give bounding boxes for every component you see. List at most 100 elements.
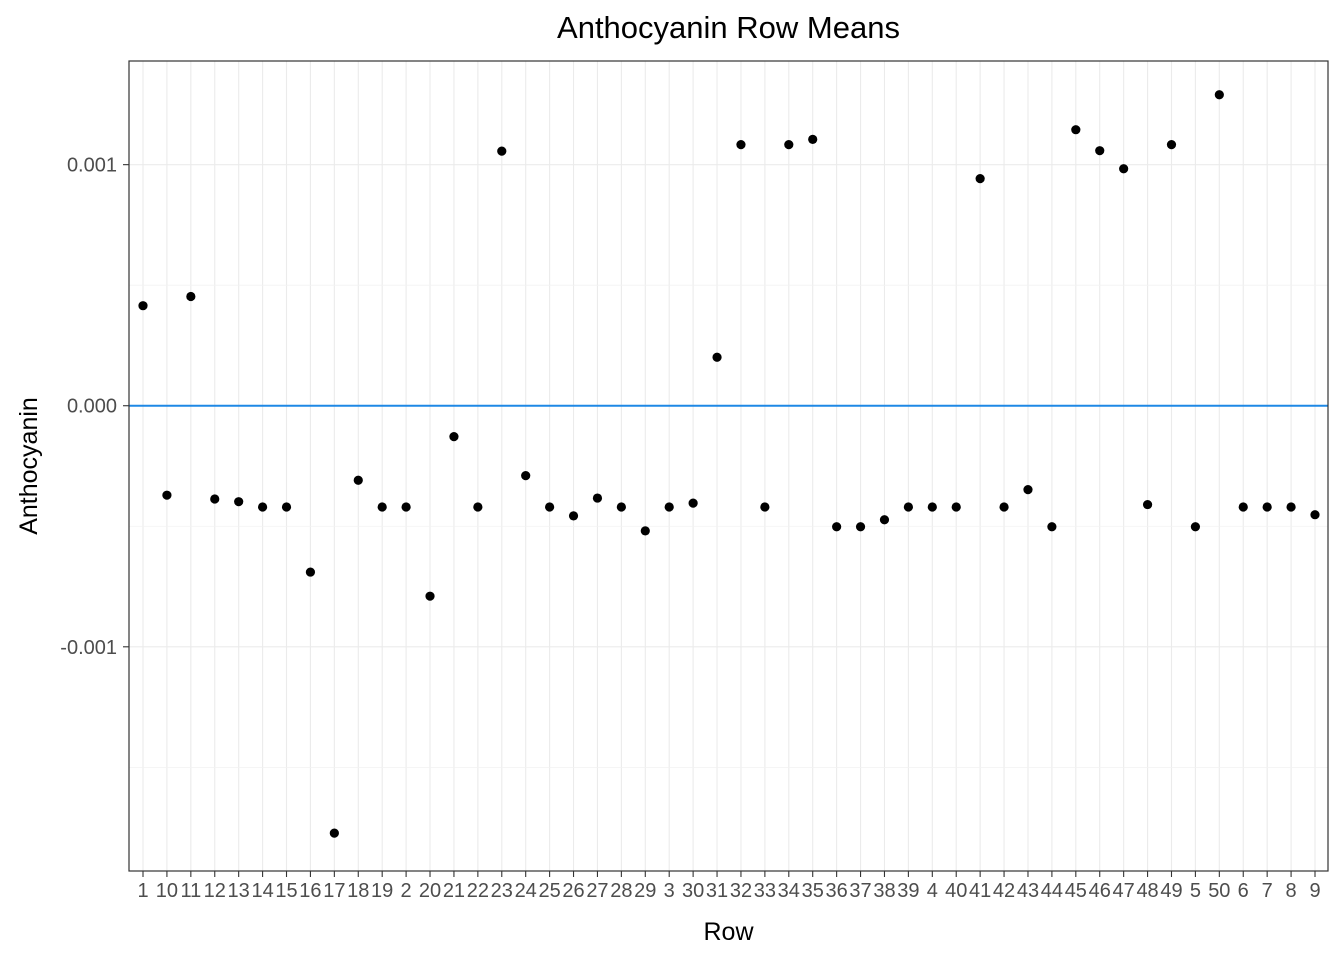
x-tick-label: 19 (371, 880, 393, 902)
x-tick-label: 27 (586, 880, 608, 902)
x-tick-label: 31 (706, 880, 728, 902)
data-point-48 (1142, 499, 1153, 510)
x-tick-label: 21 (443, 880, 465, 902)
x-tick-label: 4 (927, 880, 938, 902)
data-point-3 (664, 502, 674, 512)
x-tick-label: 6 (1238, 880, 1249, 902)
data-point-30 (688, 498, 698, 508)
data-point-1 (138, 301, 148, 311)
data-point-39 (903, 502, 913, 512)
data-point-4 (927, 502, 937, 512)
x-tick-label: 10 (156, 880, 178, 902)
x-tick-label: 35 (802, 880, 824, 902)
data-point-6 (1238, 502, 1248, 512)
x-tick-label: 46 (1089, 880, 1111, 902)
data-point-36 (832, 522, 842, 532)
x-tick-label: 24 (515, 880, 537, 902)
data-point-50 (1214, 90, 1224, 100)
data-point-37 (855, 522, 866, 532)
x-tick-label: 9 (1309, 880, 1320, 902)
x-tick-label: 49 (1160, 880, 1182, 902)
x-tick-label: 15 (275, 880, 297, 902)
x-tick-label: 25 (538, 880, 560, 902)
data-point-43 (1023, 485, 1033, 495)
data-point-12 (210, 494, 220, 504)
x-tick-label: 42 (993, 880, 1015, 902)
data-point-49 (1166, 140, 1177, 150)
data-point-47 (1119, 164, 1129, 174)
data-point-33 (760, 502, 770, 512)
data-point-40 (951, 502, 961, 512)
x-tick-label: 36 (826, 880, 848, 902)
data-point-45 (1071, 125, 1081, 135)
x-tick-label: 26 (562, 880, 584, 902)
x-tick-label: 41 (969, 880, 991, 902)
x-tick-label: 18 (347, 880, 369, 902)
data-point-44 (1047, 522, 1057, 532)
y-axis-ticks: -0.001 0.000 0.001 (60, 155, 129, 659)
data-point-31 (712, 352, 722, 362)
x-tick-label: 39 (897, 880, 919, 902)
data-point-34 (784, 140, 794, 150)
x-tick-label: 14 (251, 880, 273, 902)
x-tick-label: 40 (945, 880, 967, 902)
x-tick-label: 7 (1262, 880, 1273, 902)
x-tick-label: 22 (467, 880, 489, 902)
data-point-15 (281, 502, 292, 512)
data-point-24 (521, 471, 531, 481)
grid-lines (129, 61, 1328, 871)
data-point-14 (257, 502, 268, 512)
x-tick-label: 1 (137, 880, 148, 902)
data-point-20 (425, 591, 435, 601)
chart-title: Anthocyanin Row Means (557, 10, 900, 45)
data-point-8 (1286, 502, 1296, 512)
y-tick-label: 0.001 (67, 155, 117, 177)
data-point-13 (234, 497, 244, 507)
x-tick-label: 5 (1190, 880, 1201, 902)
x-tick-label: 8 (1286, 880, 1297, 902)
x-tick-label: 11 (180, 880, 201, 902)
data-point-22 (473, 502, 483, 512)
data-point-28 (616, 502, 626, 512)
x-tick-label: 45 (1065, 880, 1087, 902)
data-point-35 (808, 134, 818, 144)
x-tick-label: 34 (778, 880, 800, 902)
data-point-41 (975, 174, 985, 184)
data-point-29 (640, 526, 650, 536)
data-point-11 (186, 291, 196, 302)
data-point-18 (353, 475, 363, 485)
x-tick-label: 37 (849, 880, 871, 902)
y-tick-label: -0.001 (60, 637, 117, 659)
x-tick-label: 38 (873, 880, 895, 902)
y-axis-title: Anthocyanin (15, 397, 43, 535)
x-tick-label: 28 (610, 880, 632, 902)
x-tick-label: 20 (419, 880, 441, 902)
x-tick-label: 13 (228, 880, 250, 902)
x-tick-label: 32 (730, 880, 752, 902)
data-point-19 (377, 502, 387, 512)
data-point-26 (568, 511, 579, 521)
x-tick-label: 3 (664, 880, 675, 902)
x-tick-label: 29 (634, 880, 656, 902)
data-point-2 (401, 502, 411, 512)
x-tick-label: 23 (491, 880, 513, 902)
x-axis-title: Row (703, 918, 754, 946)
x-tick-label: 16 (299, 880, 321, 902)
data-point-42 (999, 502, 1009, 512)
data-point-46 (1095, 146, 1105, 156)
data-point-10 (162, 490, 172, 500)
data-point-27 (592, 493, 603, 503)
x-tick-label: 12 (204, 880, 226, 902)
x-tick-label: 33 (754, 880, 776, 902)
y-tick-label: 0.000 (67, 396, 117, 418)
data-points (138, 90, 1320, 838)
data-point-25 (545, 502, 555, 512)
data-point-7 (1262, 502, 1272, 512)
data-point-5 (1190, 522, 1201, 532)
x-tick-label: 50 (1208, 880, 1230, 902)
x-axis-ticks: 1 10 11 12 13 14 15 16 17 18 19 2 20 21 22 23 24 25 26 27 28… (137, 871, 1321, 902)
data-point-38 (879, 515, 890, 525)
x-tick-label: 44 (1041, 880, 1063, 902)
data-point-17 (329, 828, 339, 838)
